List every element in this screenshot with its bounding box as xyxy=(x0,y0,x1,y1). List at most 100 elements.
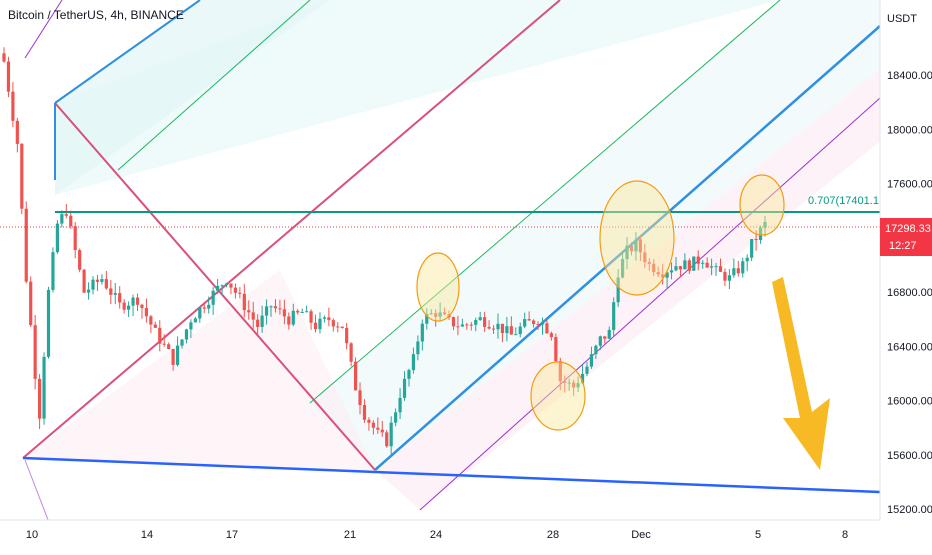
candle-body xyxy=(109,288,113,295)
candle-body xyxy=(149,316,153,325)
candle-body xyxy=(300,312,304,314)
candle-body xyxy=(549,333,553,338)
candle-body xyxy=(180,339,184,346)
candle-body xyxy=(211,290,215,305)
candle-body xyxy=(634,239,638,252)
candle-body xyxy=(118,293,122,303)
candle-body xyxy=(291,310,295,325)
candle-body xyxy=(616,277,620,303)
price-tick-4: 16400.00 xyxy=(887,341,932,353)
candle-body xyxy=(238,292,242,294)
candle-body xyxy=(100,279,104,282)
candle-body xyxy=(656,272,660,275)
highlight-circle-1[interactable] xyxy=(416,252,460,322)
chart-title: Bitcoin / TetherUS, 4h, BINANCE xyxy=(8,8,184,22)
candle-body xyxy=(580,373,585,384)
time-axis-panel[interactable] xyxy=(0,520,880,550)
highlight-circle-2[interactable] xyxy=(530,361,586,431)
candle-body xyxy=(318,318,322,330)
price-tick-7: 15200.00 xyxy=(887,504,932,516)
support-line-blue xyxy=(22,456,881,494)
candle-body xyxy=(612,302,616,330)
pitchfork-fill-main xyxy=(55,0,780,195)
candle-body xyxy=(407,370,411,379)
candle-body xyxy=(247,310,251,313)
candle-body xyxy=(202,307,206,309)
candle-body xyxy=(741,261,745,274)
candle-body xyxy=(193,318,197,323)
candle-body xyxy=(545,323,549,334)
candle-body xyxy=(523,319,527,327)
time-tick-2: 17 xyxy=(226,529,238,541)
pitchfork-lower-purple xyxy=(419,97,881,511)
candle-body xyxy=(162,343,166,345)
candle-body xyxy=(518,326,522,335)
candle-body xyxy=(665,272,669,278)
candle-body xyxy=(113,293,117,295)
candle-body xyxy=(745,257,749,262)
candle-body xyxy=(371,422,375,428)
candle-body xyxy=(683,260,687,270)
candle-body xyxy=(496,323,500,330)
candle-body xyxy=(78,250,82,270)
candle-body xyxy=(273,306,278,309)
candle-body xyxy=(385,432,389,447)
candle-body xyxy=(38,378,42,419)
candle-body xyxy=(158,327,162,344)
candle-body xyxy=(264,306,269,316)
candle-body xyxy=(643,252,647,263)
candle-body xyxy=(625,245,629,260)
candle-body xyxy=(696,256,700,264)
price-tick-3: 16800.00 xyxy=(887,287,932,299)
candle-body xyxy=(171,348,175,365)
candle-body xyxy=(536,324,540,326)
candle-body xyxy=(340,326,344,328)
candle-body xyxy=(15,120,19,144)
candle-body xyxy=(305,311,309,313)
candle-body xyxy=(69,215,73,227)
down-arrow[interactable] xyxy=(772,277,830,470)
candle-body xyxy=(509,326,513,335)
price-axis-panel[interactable] xyxy=(880,0,932,550)
candle-body xyxy=(167,344,171,349)
price-tick-1: 18000.00 xyxy=(887,124,932,136)
time-tick-3: 21 xyxy=(344,529,356,541)
candle-body xyxy=(589,354,594,367)
highlight-circle-4[interactable] xyxy=(739,174,785,236)
candle-body xyxy=(144,307,149,317)
candle-body xyxy=(380,429,384,433)
candle-body xyxy=(402,378,407,398)
candle-body xyxy=(487,326,491,329)
candle-body xyxy=(572,382,576,388)
candle-body xyxy=(224,283,229,286)
candle-body xyxy=(736,268,740,274)
candle-body xyxy=(709,266,714,268)
highlight-circle-3[interactable] xyxy=(599,180,675,296)
candle-body xyxy=(563,381,567,383)
candle-body xyxy=(20,143,24,209)
candle-body xyxy=(500,323,505,334)
candle-body xyxy=(251,312,255,320)
price-badge-value: 17298.33 xyxy=(885,223,931,235)
candle-body xyxy=(287,316,291,325)
candle-body xyxy=(95,279,100,282)
candle-body xyxy=(189,322,193,330)
candle-body xyxy=(411,354,416,371)
price-axis-ticks: 18400.00 18000.00 17600.00 16800.00 16400.00… xyxy=(887,70,932,516)
time-tick-6: Dec xyxy=(631,529,651,541)
candle-body xyxy=(620,259,625,278)
price-axis-unit: USDT xyxy=(887,13,917,25)
time-tick-8: 8 xyxy=(842,529,848,541)
candle-body xyxy=(629,245,634,252)
candle-body xyxy=(701,262,705,264)
candle-body xyxy=(260,315,264,327)
price-tick-6: 15600.00 xyxy=(887,450,932,462)
candle-body xyxy=(64,214,68,216)
candle-body xyxy=(46,289,51,357)
candle-body xyxy=(567,382,571,384)
candle-body xyxy=(598,336,602,346)
candle-body xyxy=(429,313,433,315)
candle-body xyxy=(91,279,95,290)
